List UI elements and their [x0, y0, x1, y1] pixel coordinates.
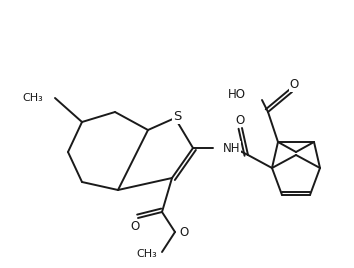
Text: O: O	[235, 114, 245, 126]
Text: NH: NH	[223, 142, 240, 154]
Text: CH₃: CH₃	[136, 249, 157, 259]
Text: O: O	[179, 226, 188, 240]
Text: O: O	[289, 79, 299, 91]
Text: O: O	[130, 221, 139, 233]
Text: S: S	[173, 110, 181, 124]
Text: HO: HO	[228, 88, 246, 102]
Text: CH₃: CH₃	[22, 93, 43, 103]
